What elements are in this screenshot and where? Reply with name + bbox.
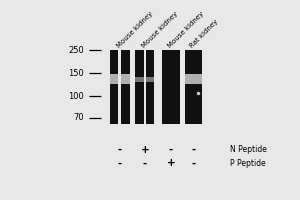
Bar: [146, 50, 154, 124]
Text: N Peptide: N Peptide: [230, 145, 267, 154]
Text: Mouse kidney: Mouse kidney: [167, 10, 205, 49]
Text: Mouse kidney: Mouse kidney: [141, 10, 179, 49]
Bar: [110, 50, 118, 124]
Text: Rat kidney: Rat kidney: [189, 18, 220, 49]
Text: Mouse kidney: Mouse kidney: [116, 10, 154, 49]
Bar: [193, 50, 202, 124]
Text: +: +: [167, 158, 175, 168]
Text: 100: 100: [68, 92, 84, 101]
Bar: [193, 74, 202, 84]
Bar: [110, 74, 118, 84]
Bar: [135, 50, 144, 124]
Text: P Peptide: P Peptide: [230, 159, 266, 168]
Text: 150: 150: [68, 69, 84, 78]
Bar: [146, 77, 154, 82]
Text: -: -: [118, 145, 122, 155]
Text: -: -: [118, 158, 122, 168]
Text: -: -: [143, 158, 147, 168]
Text: -: -: [191, 158, 196, 168]
Text: -: -: [169, 145, 173, 155]
Bar: [185, 74, 194, 84]
Bar: [121, 74, 130, 84]
Bar: [171, 50, 180, 124]
Text: +: +: [140, 145, 149, 155]
Text: -: -: [191, 145, 196, 155]
Text: 250: 250: [68, 46, 84, 55]
Bar: [135, 77, 144, 82]
Bar: [185, 50, 194, 124]
Text: 70: 70: [74, 113, 84, 122]
Bar: [162, 50, 171, 124]
Bar: [121, 50, 130, 124]
